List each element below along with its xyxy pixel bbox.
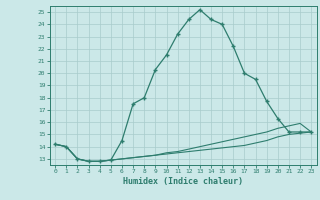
X-axis label: Humidex (Indice chaleur): Humidex (Indice chaleur) (123, 177, 243, 186)
